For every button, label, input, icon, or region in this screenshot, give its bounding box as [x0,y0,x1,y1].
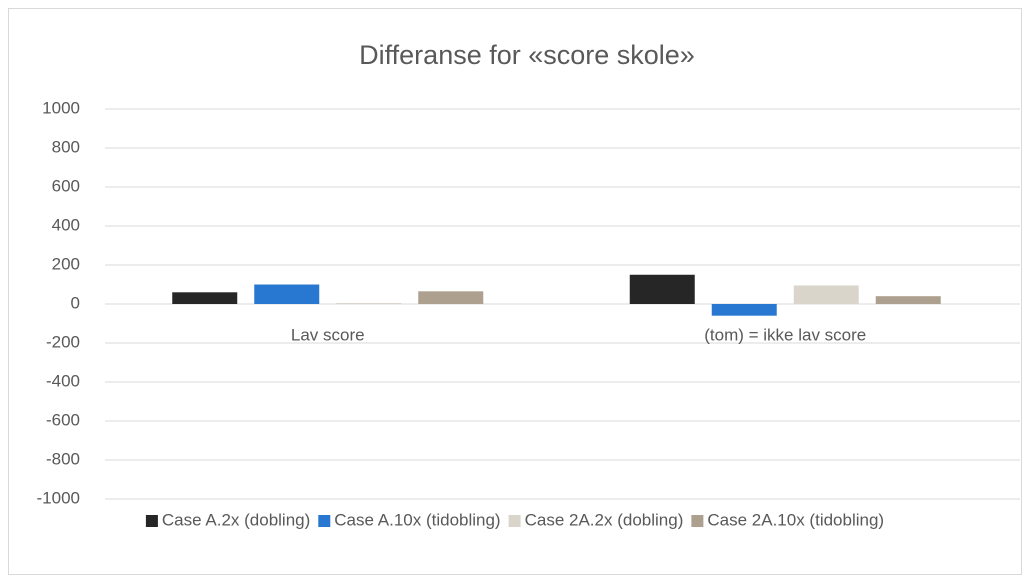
y-tick-label: 0 [71,293,80,312]
bar [629,274,695,304]
y-tick-label: 400 [52,215,80,234]
legend-label: Case A.10x (tidobling) [334,510,500,529]
x-tick-label: Lav score [291,325,365,344]
y-tick-label: -200 [46,332,80,351]
bar [875,296,941,304]
legend-swatch [145,515,158,527]
bar [418,291,484,304]
legend-swatch [508,515,521,527]
legend-swatch [691,515,704,527]
bar [793,285,859,304]
bar [172,292,238,304]
chart-border [8,8,1022,575]
bar [711,304,777,316]
legend-swatch [318,515,331,527]
legend-label: Case 2A.2x (dobling) [525,510,684,529]
x-tick-label: (tom) = ikke lav score [704,325,866,344]
y-tick-label: -600 [46,410,80,429]
y-tick-label: 1000 [42,98,80,117]
legend-label: Case 2A.10x (tidobling) [707,510,884,529]
y-tick-label: -800 [46,449,80,468]
bar [336,303,402,304]
y-tick-label: -400 [46,371,80,390]
legend: Case A.2x (dobling) Case A.10x (tidobling… [145,510,884,529]
y-tick-label: -1000 [37,488,80,507]
y-tick-label: 600 [52,176,80,195]
chart-title: Differanse for «score skole» [359,40,695,70]
y-tick-label: 200 [52,254,80,273]
bar [254,284,320,304]
legend-label: Case A.2x (dobling) [162,510,310,529]
y-tick-label: 800 [52,137,80,156]
